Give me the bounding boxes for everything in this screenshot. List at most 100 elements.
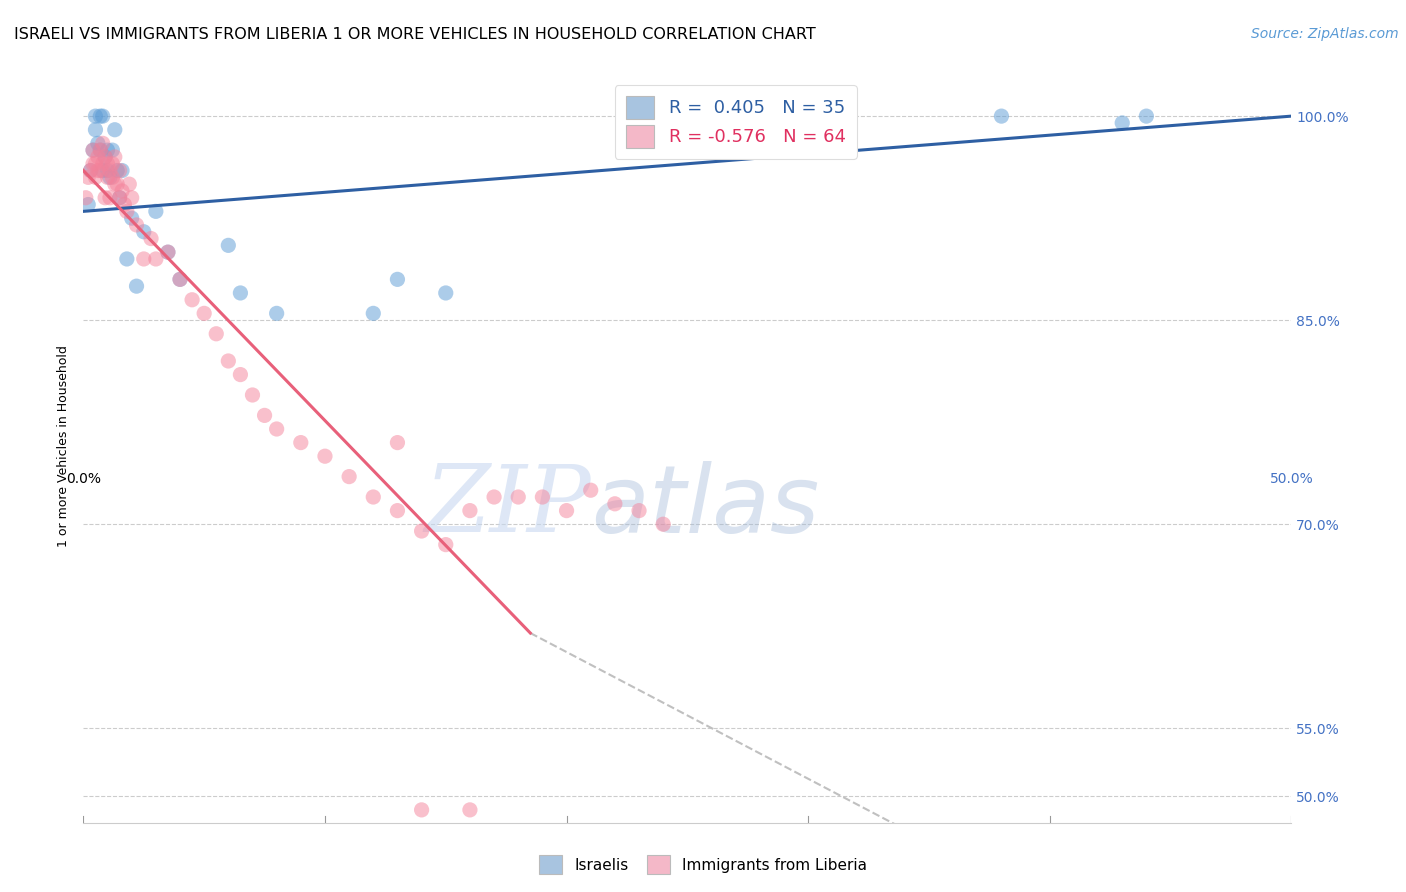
Point	[508, 490, 530, 504]
Point	[411, 803, 433, 817]
Point	[91, 157, 114, 171]
Point	[361, 306, 384, 320]
Text: 50.0%: 50.0%	[1270, 473, 1313, 486]
Point	[89, 109, 111, 123]
Point	[253, 409, 276, 423]
Point	[458, 803, 481, 817]
Point	[156, 245, 179, 260]
Point	[125, 218, 148, 232]
Point	[87, 136, 110, 151]
Point	[82, 143, 104, 157]
Point	[361, 490, 384, 504]
Point	[145, 204, 167, 219]
Point	[115, 204, 138, 219]
Point	[434, 538, 457, 552]
Point	[84, 109, 107, 123]
Text: 0.0%: 0.0%	[66, 473, 101, 486]
Point	[94, 191, 117, 205]
Point	[89, 143, 111, 157]
Point	[652, 517, 675, 532]
Point	[314, 449, 336, 463]
Point	[101, 157, 124, 171]
Y-axis label: 1 or more Vehicles in Household: 1 or more Vehicles in Household	[58, 345, 70, 547]
Point	[115, 252, 138, 266]
Point	[121, 191, 143, 205]
Text: atlas: atlas	[591, 461, 818, 552]
Point	[387, 435, 409, 450]
Point	[108, 163, 131, 178]
Point	[94, 150, 117, 164]
Point	[145, 252, 167, 266]
Point	[96, 170, 118, 185]
Point	[628, 503, 651, 517]
Legend: R =  0.405   N = 35, R = -0.576   N = 64: R = 0.405 N = 35, R = -0.576 N = 64	[614, 85, 856, 159]
Point	[118, 177, 141, 191]
Point	[132, 252, 155, 266]
Point	[121, 211, 143, 226]
Point	[217, 238, 239, 252]
Point	[266, 422, 288, 436]
Point	[169, 272, 191, 286]
Point	[242, 388, 264, 402]
Point	[104, 177, 127, 191]
Point	[79, 163, 101, 178]
Point	[458, 503, 481, 517]
Point	[96, 163, 118, 178]
Point	[337, 469, 360, 483]
Point	[387, 272, 409, 286]
Point	[101, 170, 124, 185]
Point	[205, 326, 228, 341]
Point	[101, 143, 124, 157]
Point	[387, 503, 409, 517]
Legend: Israelis, Immigrants from Liberia: Israelis, Immigrants from Liberia	[533, 849, 873, 880]
Point	[104, 122, 127, 136]
Point	[91, 163, 114, 178]
Point	[531, 490, 554, 504]
Point	[104, 150, 127, 164]
Point	[193, 306, 215, 320]
Point	[132, 225, 155, 239]
Point	[89, 143, 111, 157]
Point	[105, 177, 128, 191]
Point	[482, 490, 505, 504]
Text: ZIP: ZIP	[425, 461, 591, 551]
Point	[84, 122, 107, 136]
Point	[229, 368, 252, 382]
Point	[87, 150, 110, 164]
Point	[579, 483, 602, 498]
Point	[217, 354, 239, 368]
Point	[89, 163, 111, 178]
Point	[96, 157, 118, 171]
Point	[77, 170, 100, 185]
Point	[1135, 109, 1157, 123]
Point	[98, 170, 121, 185]
Point	[111, 184, 134, 198]
Point	[603, 497, 626, 511]
Point	[108, 191, 131, 205]
Point	[125, 279, 148, 293]
Point	[79, 163, 101, 178]
Point	[290, 435, 312, 450]
Point	[229, 285, 252, 300]
Point	[94, 150, 117, 164]
Point	[91, 136, 114, 151]
Point	[990, 109, 1012, 123]
Point	[555, 503, 578, 517]
Point	[87, 163, 110, 178]
Point	[84, 157, 107, 171]
Point	[169, 272, 191, 286]
Point	[84, 170, 107, 185]
Point	[111, 163, 134, 178]
Point	[139, 231, 162, 245]
Point	[108, 191, 131, 205]
Point	[114, 197, 136, 211]
Point	[266, 306, 288, 320]
Point	[1111, 116, 1133, 130]
Point	[98, 191, 121, 205]
Point	[434, 285, 457, 300]
Point	[96, 143, 118, 157]
Point	[98, 163, 121, 178]
Point	[411, 524, 433, 538]
Point	[156, 245, 179, 260]
Point	[77, 197, 100, 211]
